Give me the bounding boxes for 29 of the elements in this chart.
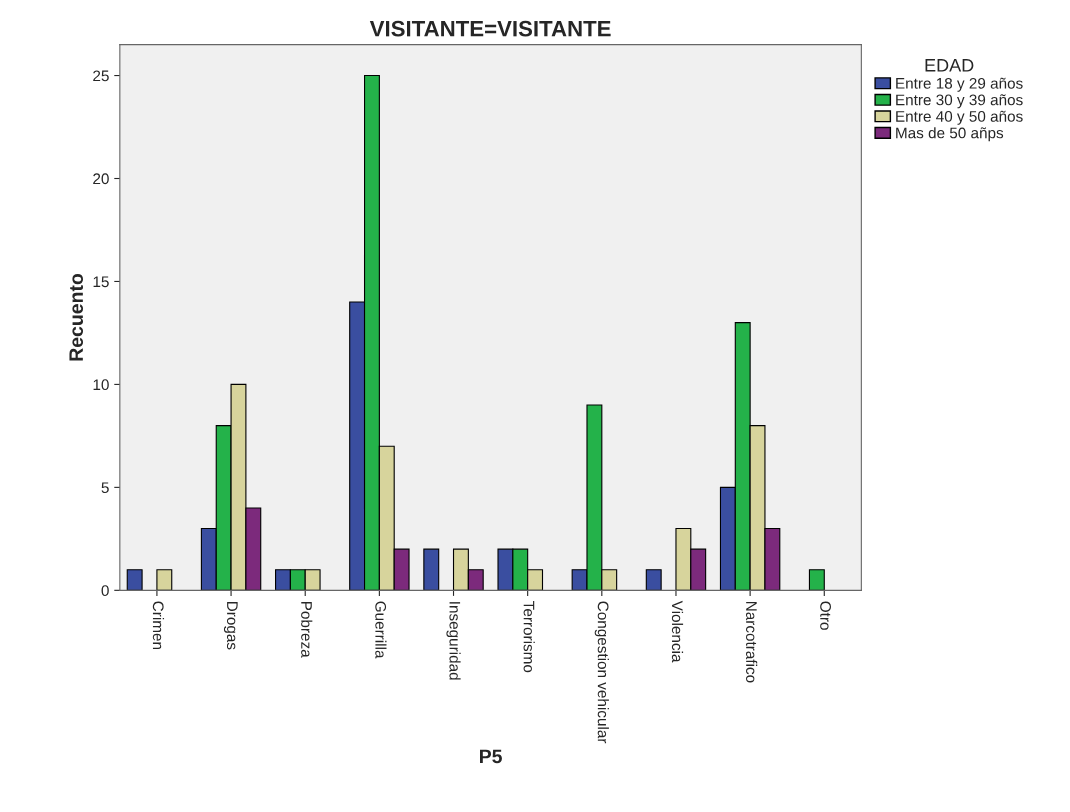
bar — [126, 569, 143, 591]
x-tick-label: Violencia — [671, 600, 684, 663]
x-tick-label: Inseguridad — [446, 602, 461, 680]
y-tick-label: 5 — [101, 482, 109, 494]
y-tick-label: 25 — [93, 70, 109, 82]
legend-label: Mas de 50 añps — [896, 127, 1004, 142]
bar — [156, 569, 173, 591]
legend-label: Entre 18 y 29 años — [896, 77, 1023, 92]
y-axis-title: Recuento — [69, 273, 84, 361]
x-tick-label: Pobreza — [301, 601, 313, 658]
x-tick-label: Narcotrafico — [746, 601, 758, 683]
bar — [808, 569, 825, 591]
x-tick-label: Congestion vehicular — [594, 601, 609, 744]
x-tick-label: Guerrilla — [375, 601, 387, 659]
y-tick-label: 0 — [101, 585, 109, 597]
legend-title: EDAD — [925, 59, 974, 72]
x-tick-label: Otro — [820, 601, 831, 630]
y-tick-label: 20 — [93, 173, 109, 185]
x-tick-label: Drogas — [223, 601, 238, 650]
legend-label: Entre 40 y 50 años — [896, 110, 1023, 125]
x-tick-label: Terrorismo — [523, 601, 535, 673]
y-tick-label: 10 — [93, 379, 109, 391]
y-tick-label: 15 — [93, 276, 109, 288]
bar — [423, 548, 440, 591]
x-axis-title: P5 — [480, 749, 502, 764]
bar — [645, 569, 662, 591]
chart-title: VISITANTE=VISITANTE — [369, 20, 611, 37]
legend-label: Entre 30 y 39 años — [896, 94, 1023, 109]
x-tick-label: Crimen — [152, 601, 165, 649]
